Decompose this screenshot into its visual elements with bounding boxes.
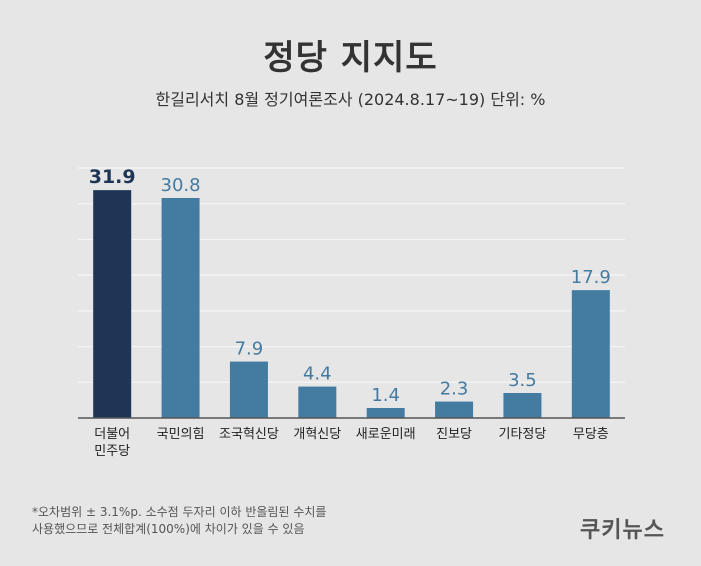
value-label: 17.9 [571, 267, 611, 288]
bar [161, 198, 200, 418]
category-label: 기타정당 [499, 427, 547, 442]
value-label: 31.9 [89, 166, 136, 188]
bar [93, 190, 132, 418]
bars [93, 190, 610, 418]
value-label: 3.5 [508, 370, 537, 391]
chart-subtitle: 한길리서치 8월 정기여론조사 (2024.8.17~19) 단위: % [155, 90, 546, 109]
value-label: 7.9 [235, 339, 264, 360]
value-label: 1.4 [371, 385, 400, 406]
bar [435, 401, 474, 418]
category-label: 더불어 민주당 [94, 427, 130, 459]
category-label: 진보당 [436, 427, 472, 442]
bar [229, 361, 268, 418]
bar [503, 393, 542, 418]
category-label: 개혁신당 [293, 427, 341, 442]
brand-logo: 쿠키뉴스 [580, 518, 665, 543]
bar [571, 290, 610, 418]
chart-title: 정당 지지도 [263, 38, 438, 78]
category-label: 조국혁신당 [219, 427, 279, 442]
category-labels: 더불어 민주당 국민의힘 조국혁신당 개혁신당 새로운미래 진보당 기타정당 무당층 [94, 427, 609, 459]
value-labels: 31.9 30.8 7.9 4.4 1.4 2.3 3.5 17.9 [89, 166, 611, 406]
value-label: 4.4 [303, 364, 332, 385]
bar-chart: 31.9 30.8 7.9 4.4 1.4 2.3 3.5 17.9 더불어 민주당 국민의힘 조국… [78, 166, 625, 459]
value-label: 30.8 [161, 175, 201, 196]
category-label: 무당층 [573, 427, 609, 442]
bar [298, 386, 337, 418]
bar [366, 408, 405, 418]
footnote: *오차범위 ± 3.1%p. 소수점 두자리 이하 반올림된 수치를 사용했으므… [32, 505, 327, 536]
category-label: 새로운미래 [356, 427, 416, 442]
category-label: 국민의힘 [157, 427, 205, 442]
value-label: 2.3 [440, 379, 469, 400]
gridlines [78, 167, 625, 383]
